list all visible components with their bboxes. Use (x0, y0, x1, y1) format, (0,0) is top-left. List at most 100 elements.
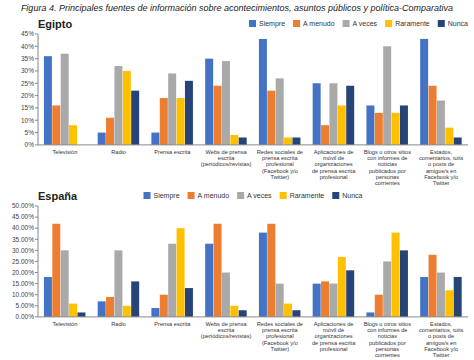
bar (313, 284, 321, 317)
bars (44, 39, 462, 145)
x-tick-label-line: Redes sociales de (257, 149, 303, 155)
y-tick-label: 15% (21, 104, 34, 111)
y-tick-label: 45% (21, 30, 34, 37)
legend-item: A veces (343, 20, 378, 27)
y-tick-label: 10% (21, 117, 34, 124)
y-tick-label: 25.00% (12, 258, 34, 265)
x-tick-label-line: con informes de (367, 155, 407, 161)
bar (383, 261, 391, 316)
x-tick-label-line: Estados, (430, 321, 452, 327)
bar (69, 125, 77, 145)
x-axis-line (38, 316, 468, 317)
y-tick (35, 83, 38, 84)
bar (429, 86, 437, 145)
x-tick-label-line: Twitter (433, 180, 450, 186)
bar (185, 288, 193, 317)
x-tick-label-line: Aplicaciones de (314, 149, 354, 155)
bar (239, 137, 247, 144)
x-tick-label-line: Televisión (52, 321, 77, 327)
bar (61, 54, 69, 145)
bar (177, 98, 185, 145)
y-tick (35, 316, 38, 317)
bar (114, 66, 122, 145)
bar (346, 270, 354, 317)
bar (420, 277, 428, 317)
bar (230, 135, 238, 145)
x-tick-label-line: o posts de (428, 333, 454, 339)
x-tick-label-line: profesional (266, 333, 294, 339)
x-tick-label-line: (periódicos/revistas) (201, 333, 252, 339)
bar (222, 61, 230, 145)
bar (205, 244, 213, 317)
bar (276, 78, 284, 145)
legend-swatch (343, 20, 350, 27)
chart-title: España (38, 190, 78, 202)
x-tick-label-line: Redes sociales de (257, 321, 303, 327)
y-tick-label: 35.00% (12, 236, 34, 243)
x-tick-label-line: Twitter) (271, 174, 290, 180)
y-tick (35, 206, 38, 207)
x-tick-label-line: Facebook y/o (424, 174, 458, 180)
x-tick-label-line: Facebook y/o (424, 346, 458, 352)
y-tick (35, 261, 38, 262)
y-tick-label: 25% (21, 80, 34, 87)
bar (338, 105, 346, 144)
x-tick-label-line: profesional (320, 174, 348, 180)
y-tick (35, 305, 38, 306)
bar (52, 224, 60, 317)
legend-label: A veces (353, 20, 378, 27)
x-tick-label-line: Blogs u otros sitios (364, 321, 412, 327)
legend-swatch (280, 192, 287, 199)
legend-item: Raramente (280, 192, 325, 199)
bar (151, 133, 159, 145)
bar (214, 86, 222, 145)
bar (366, 312, 374, 316)
bar (123, 306, 131, 317)
x-tick-label-line: (periódicos/revistas) (201, 161, 252, 167)
bar (313, 83, 321, 145)
x-tick-label: Webs de prensaescrita(periódicos/revista… (201, 149, 252, 168)
legend-label: Siempre (259, 20, 285, 28)
bar (437, 273, 445, 317)
x-tick-label-line: escrita (218, 327, 236, 333)
bar (392, 113, 400, 145)
legend-label: A menudo (198, 192, 230, 199)
y-tick-label: 0% (25, 141, 35, 148)
x-tick-label-line: móvil de (323, 327, 344, 333)
legend-swatch (237, 192, 244, 199)
y-tick (35, 294, 38, 295)
bar (123, 71, 131, 145)
y-tick (35, 239, 38, 240)
bar (392, 233, 400, 317)
x-tick-label-line: de prensa escrita (312, 340, 356, 346)
legend-label: Nunca (342, 192, 362, 199)
bar (276, 284, 284, 317)
bar (375, 113, 383, 145)
bar (292, 310, 300, 317)
bar (445, 290, 453, 317)
bars (44, 224, 462, 317)
legend: Siempre A menudo A veces Raramente Nunca (249, 20, 468, 28)
x-tick-label: Televisión (52, 149, 77, 155)
chart-panel: Egipto0%5%10%15%20%25%30%35%40%45%Televi… (21, 18, 468, 186)
legend-item: Nunca (438, 20, 468, 27)
bar (454, 277, 462, 317)
x-tick-label-line: Blogs u otros sitios (364, 149, 412, 155)
x-tick-label-line: escrita (218, 155, 236, 161)
bar (131, 281, 139, 316)
bar (106, 297, 114, 317)
legend-label: A menudo (303, 20, 335, 27)
legend-label: Raramente (395, 20, 430, 27)
bar (445, 128, 453, 145)
bar (177, 228, 185, 317)
x-tick-label-line: Aplicaciones de (314, 321, 354, 327)
x-tick-label-line: amigos/s en (426, 168, 457, 174)
bar (321, 281, 329, 316)
y-tick-label: 20.00% (12, 269, 34, 276)
y-tick (35, 283, 38, 284)
bar (454, 137, 462, 144)
bar (44, 56, 52, 145)
x-tick-label-line: profesional (320, 346, 348, 352)
x-tick-label-line: corrientes (375, 180, 400, 186)
x-tick-label: Prensa escrita (154, 149, 191, 155)
